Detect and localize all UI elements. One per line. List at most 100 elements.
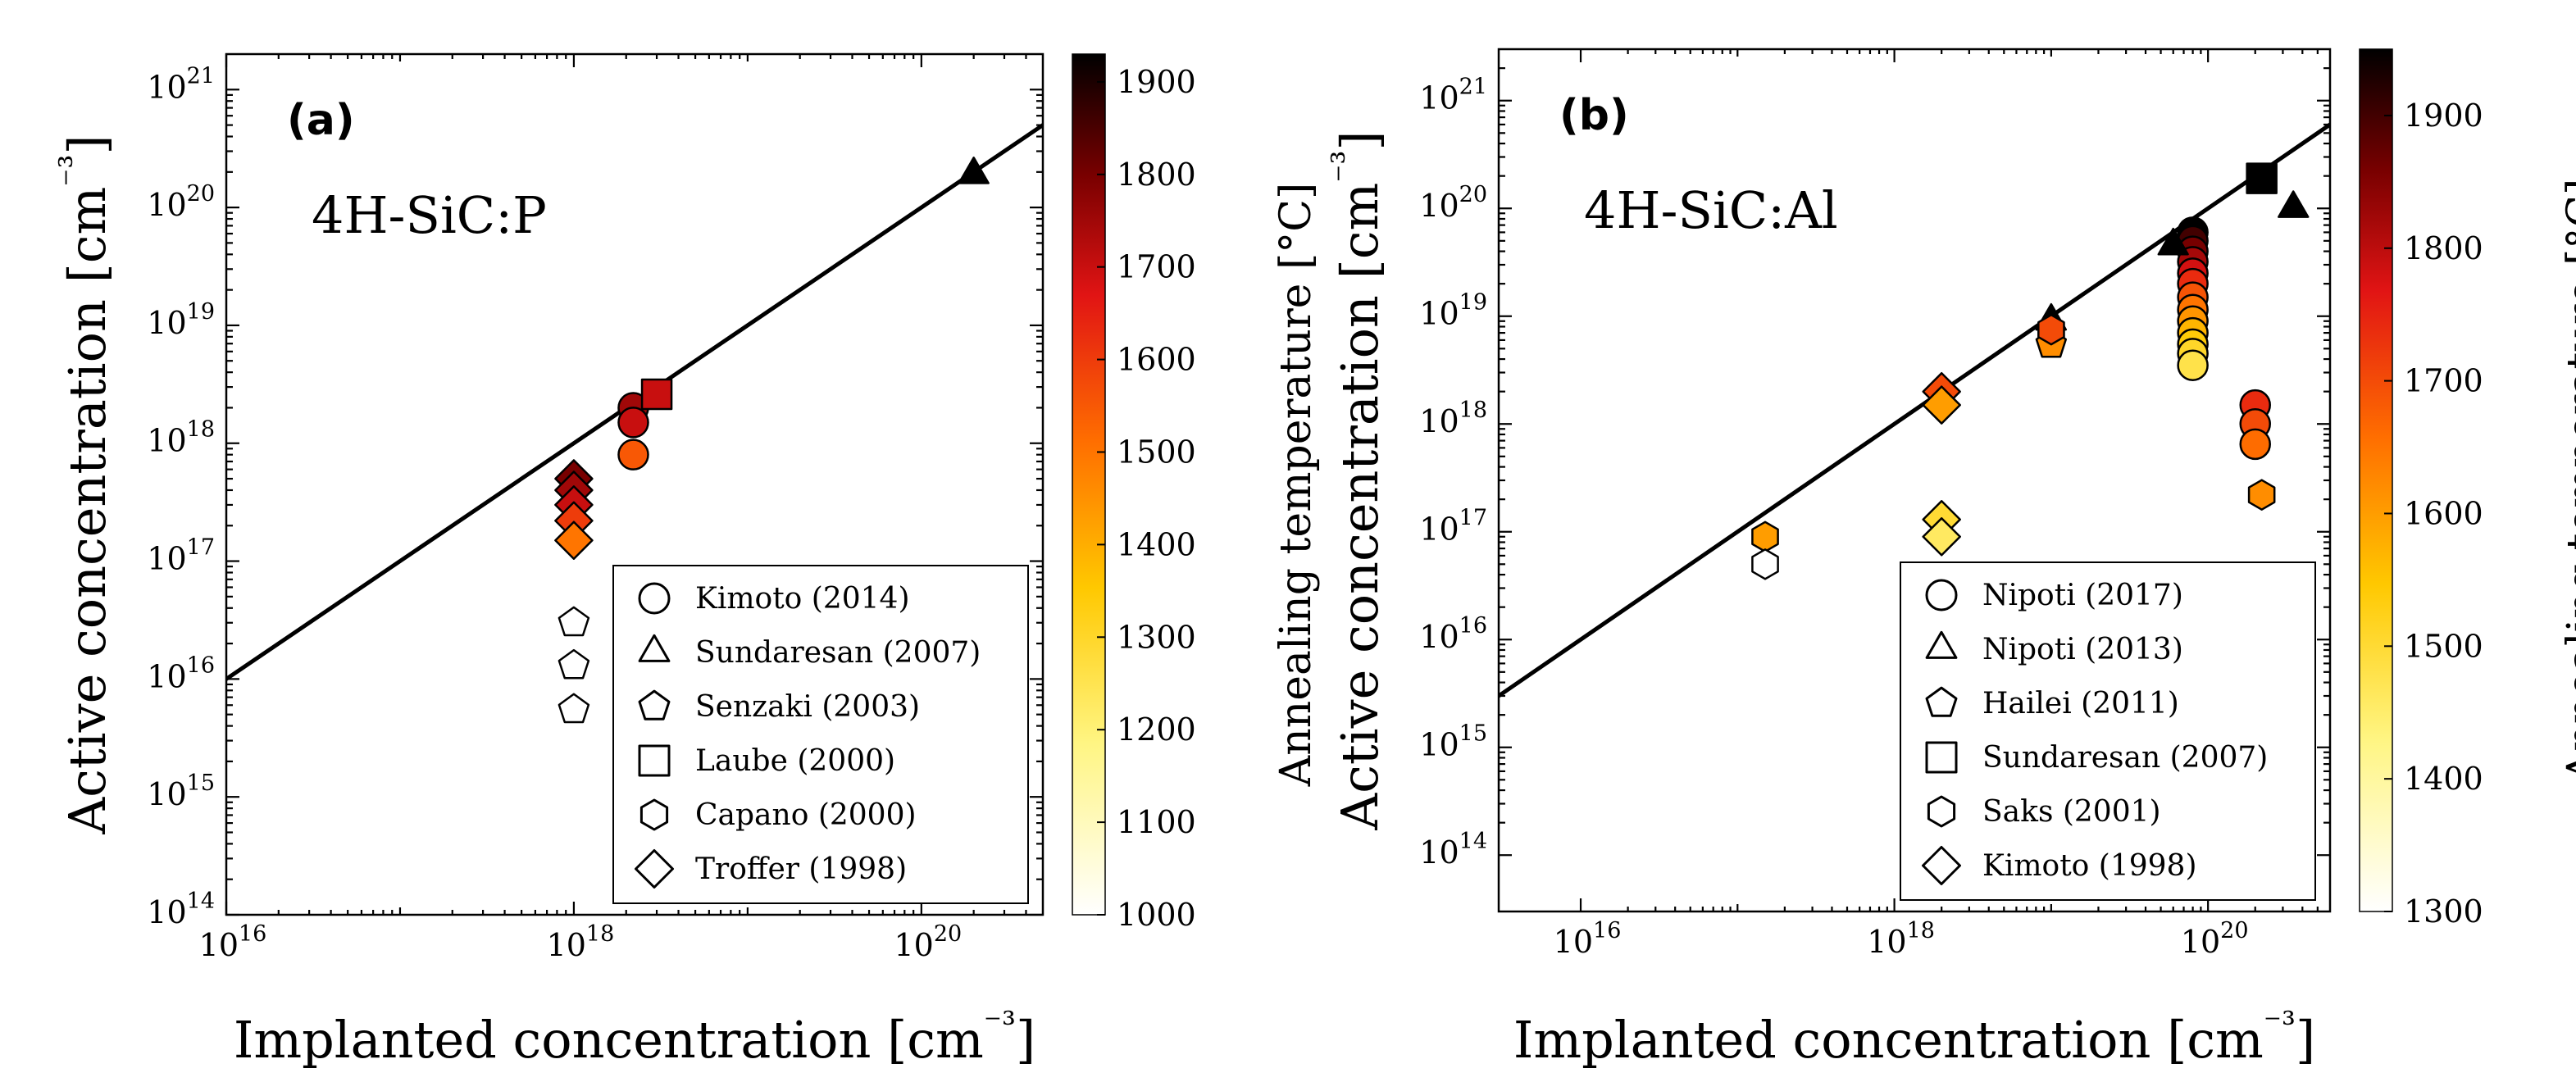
panel-b-y-tick-label-0: 1014 — [1419, 829, 1487, 871]
panel-b-y-tick-label-2: 1016 — [1419, 613, 1487, 655]
panel-b-markers — [1751, 162, 2310, 580]
panel-b-point-4-0 — [1751, 520, 1779, 553]
panel-a-y-tick-label-4: 1018 — [147, 417, 215, 459]
panel-a-chart: 1016 1018 1020 1014 1015 1016 1017 1018 1019 1020… — [52, 52, 1321, 1070]
panel-a-x-tick-label-2: 1020 — [894, 921, 962, 963]
panel-b-x-axis-label: Implanted concentration [cm⁻³] — [1513, 1004, 2315, 1070]
panel-b-legend-marker-4 — [1927, 795, 1956, 828]
panel-b-legend-marker-0 — [1925, 579, 1958, 611]
panel-a-y-tick-label-5: 1019 — [147, 299, 215, 341]
panel-b-point-0-12 — [2177, 349, 2209, 381]
panel-a-x-axis-label: Implanted concentration [cm⁻³] — [234, 1004, 1035, 1070]
panel-b-legend-label-5: Kimoto (1998) — [1982, 849, 2197, 883]
panel-b-colorbar-tick-label-5: 1800 — [2404, 230, 2483, 266]
panel-b-y-tick-label-6: 1020 — [1419, 182, 1487, 224]
panel-a-x-tick-label-1: 1018 — [547, 921, 615, 963]
panel-b-legend-marker-5 — [1922, 846, 1961, 885]
panel-b-colorbar-label: Annealing temperature [°C] — [2559, 179, 2576, 784]
panel-a-colorbar — [1072, 53, 1106, 916]
panel-b-legend-label-2: Hailei (2011) — [1982, 687, 2179, 721]
panel-a-y-tick-label-7: 1021 — [147, 63, 215, 105]
panel-b-colorbar-tick-label-2: 1500 — [2404, 628, 2483, 664]
panel-a-y-tick-label-2: 1016 — [147, 652, 215, 694]
panel-a-markers — [554, 157, 990, 724]
panel-a-legend-label-0: Kimoto (2014) — [695, 582, 910, 616]
panel-b-legend-frame — [1900, 561, 2316, 901]
panel-a-y-tick-label-1: 1015 — [147, 771, 215, 812]
panel-a-colorbar-tick-label-3: 1300 — [1117, 619, 1196, 655]
panel-b-colorbar-tick-label-6: 1900 — [2404, 98, 2483, 134]
panel-a-legend-frame — [612, 565, 1029, 904]
panel-a-colorbar-tick-label-7: 1700 — [1117, 249, 1196, 285]
panel-a-point-5-4 — [554, 520, 594, 560]
panel-b-point-5-1 — [1922, 385, 1961, 425]
panel-a-point-1-0 — [958, 157, 990, 184]
panel-a-legend-label-4: Capano (2000) — [695, 798, 917, 832]
panel-a-legend-label-2: Senzaki (2003) — [695, 690, 920, 724]
panel-a-colorbar-tick-label-8: 1800 — [1117, 157, 1196, 193]
panel-a-legend-marker-0 — [638, 582, 671, 615]
panel-a-point-0-1 — [617, 407, 649, 439]
panel-b-panel-label: (b) — [1559, 91, 1629, 140]
panel-a-legend-label-1: Sundaresan (2007) — [695, 636, 981, 670]
panel-a-colorbar-label: Annealing temperature [°C] — [1272, 183, 1321, 788]
panel-b-point-1-1 — [2157, 227, 2189, 256]
panel-b-colorbar — [2359, 48, 2393, 912]
panel-a-colorbar-tick-label-2: 1200 — [1117, 711, 1196, 748]
panel-b-legend-marker-3 — [1925, 741, 1958, 774]
panel-b-y-tick-label-3: 1017 — [1419, 506, 1487, 548]
panel-a-legend-marker-5 — [635, 849, 674, 889]
panel-a-y-tick-label-6: 1020 — [147, 181, 215, 223]
panel-a-legend-label-5: Troffer (1998) — [695, 852, 907, 886]
panel-a-legend-marker-4 — [639, 798, 669, 831]
panel-a-point-2-0 — [558, 606, 590, 637]
panel-b-legend-marker-2 — [1925, 686, 1958, 717]
panel-a-y-axis-label: Active concentration [cm⁻³] — [52, 134, 117, 834]
panel-b-point-0-15 — [2239, 428, 2271, 461]
panel-a-legend-marker-3 — [638, 744, 671, 777]
panel-b-y-tick-label-1: 1015 — [1419, 721, 1487, 763]
panel-b-y-tick-label-5: 1019 — [1419, 290, 1487, 332]
panel-a-point-2-1 — [558, 648, 590, 680]
panel-b-reference-line — [1499, 121, 2330, 699]
panel-a-legend-marker-2 — [638, 689, 671, 721]
panel-a-colorbar-tick-label-6: 1600 — [1117, 342, 1196, 378]
panel-b-x-tick-label-2: 1020 — [2181, 918, 2249, 960]
panel-b-y-tick-label-7: 1021 — [1419, 75, 1487, 116]
panel-b-point-5-3 — [1922, 517, 1961, 557]
panel-b-legend-label-0: Nipoti (2017) — [1982, 579, 2183, 612]
panel-a-colorbar-tick-label-5: 1500 — [1117, 434, 1196, 470]
panel-b-point-3-0 — [2246, 162, 2278, 194]
panel-b-colorbar-tick-label-3: 1600 — [2404, 495, 2483, 531]
panel-a-point-2-2 — [558, 693, 590, 724]
panel-b-chart: 1016 1018 1020 1014 1015 1016 1017 1018 1019 1020… — [1324, 48, 2576, 1070]
panel-a-panel-label: (a) — [287, 96, 355, 145]
panel-b-colorbar-tick-label-4: 1700 — [2404, 363, 2483, 399]
panel-a-legend-marker-1 — [638, 634, 671, 662]
panel-b-x-tick-label-0: 1016 — [1554, 918, 1622, 960]
panel-b-y-tick-label-4: 1018 — [1419, 398, 1487, 439]
panel-a-reference-line — [226, 122, 1043, 682]
panel-a-y-tick-label-0: 1014 — [147, 889, 215, 930]
panel-a-y-tick-label-3: 1017 — [147, 535, 215, 577]
panel-b-colorbar-tick-label-1: 1400 — [2404, 761, 2483, 797]
panel-b-y-axis-label: Active concentration [cm⁻³] — [1324, 130, 1390, 830]
panel-a-annotation: 4H-SiC:P — [312, 185, 547, 245]
panel-b-legend-label-3: Sundaresan (2007) — [1982, 741, 2268, 775]
panel-b-legend-marker-1 — [1925, 630, 1958, 659]
panel-b-x-tick-label-1: 1018 — [1867, 918, 1935, 960]
panel-b-point-4-1 — [1751, 548, 1779, 580]
panel-b-annotation: 4H-SiC:Al — [1584, 180, 1838, 240]
panel-a-colorbar-tick-label-1: 1100 — [1117, 804, 1196, 840]
panel-b-colorbar-tick-label-0: 1300 — [2404, 893, 2483, 930]
panel-a-axes-frame — [225, 52, 1045, 916]
panel-b-legend-label-4: Saks (2001) — [1982, 795, 2161, 829]
panel-a-legend-label-3: Laube (2000) — [695, 744, 895, 778]
panel-a-legend: Kimoto (2014) Sundaresan (2007) Senzaki (2… — [612, 565, 1029, 904]
panel-a-colorbar-tick-label-9: 1900 — [1117, 64, 1196, 100]
panel-a-point-0-2 — [617, 439, 649, 470]
panel-b-point-4-3 — [2247, 479, 2276, 511]
panel-b-legend-label-1: Nipoti (2013) — [1982, 633, 2183, 666]
panel-a-point-3-0 — [640, 378, 673, 411]
